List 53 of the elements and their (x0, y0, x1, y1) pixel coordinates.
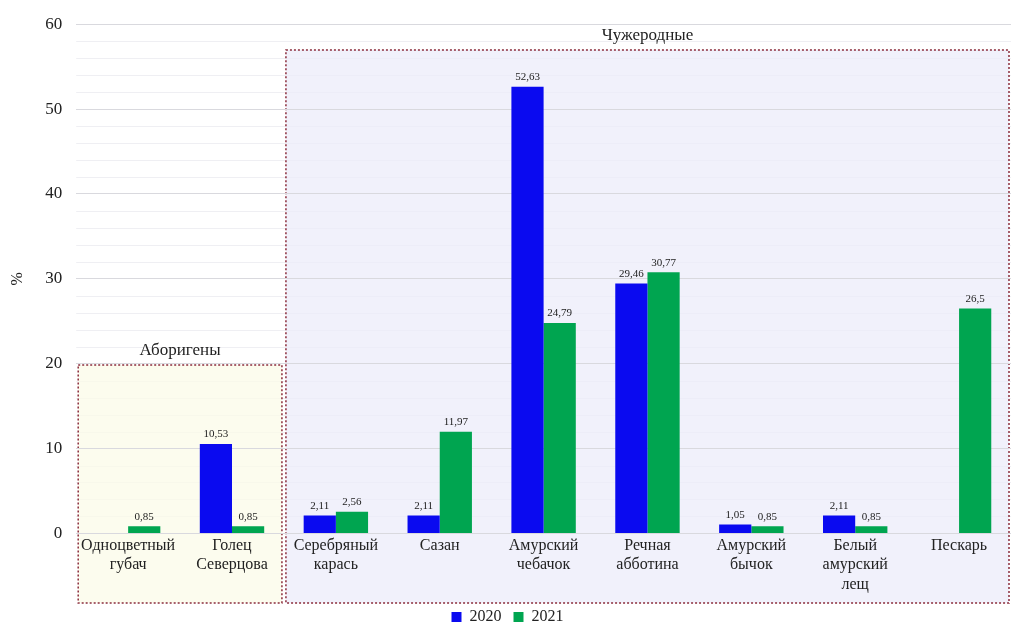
band-label: Чужеродные (601, 24, 694, 44)
bar (647, 272, 680, 533)
bar (232, 526, 265, 533)
y-tick-label: 60 (45, 13, 63, 33)
y-tick-label: 0 (53, 522, 63, 542)
data-label: 0,85 (757, 509, 778, 522)
band-label: Аборигены (139, 339, 222, 359)
data-label: 24,79 (547, 306, 573, 319)
data-label: 2,56 (342, 495, 363, 508)
y-tick-label: 40 (45, 183, 63, 203)
y-tick-label: 20 (45, 353, 63, 373)
data-label: 2,11 (414, 498, 434, 511)
x-tick-label: Речная абботина (616, 536, 679, 573)
data-label: 29,46 (618, 266, 645, 279)
data-label: 30,77 (651, 255, 677, 268)
y-axis-title: % (7, 272, 25, 286)
x-tick-label: Пескарь (931, 536, 988, 555)
bar (615, 283, 648, 533)
bar (439, 431, 472, 533)
x-tick-label: Белый амурский лещ (822, 536, 889, 593)
bar (855, 526, 888, 533)
y-tick-label: 30 (45, 268, 63, 288)
bar (719, 524, 752, 533)
bar (303, 515, 336, 533)
data-label: 52,63 (515, 70, 541, 83)
bar (823, 515, 856, 533)
data-label: 0,85 (861, 509, 882, 522)
x-tick-label: Одноцветный губач (81, 536, 176, 574)
data-label: 2,11 (310, 498, 330, 511)
bar (959, 308, 992, 533)
x-tick-label: Амурский чебачок (508, 536, 579, 573)
data-label: 26,5 (965, 291, 986, 304)
data-label: 0,85 (238, 509, 259, 522)
data-label: 2,11 (829, 498, 849, 511)
x-tick-label: Серебряный карась (293, 536, 379, 574)
bar (407, 515, 440, 533)
bar (335, 511, 369, 533)
data-label: 0,85 (134, 509, 155, 522)
y-tick-label: 10 (45, 438, 63, 457)
x-tick-label: Сазан (419, 536, 461, 554)
x-tick-label: Голец Северцова (196, 536, 268, 574)
bar (751, 526, 784, 533)
y-tick-label: 50 (45, 98, 63, 118)
data-label: 10,53 (203, 427, 229, 440)
data-label: 11,97 (443, 415, 469, 428)
bar (128, 526, 161, 533)
x-tick-label: Амурский бычок (716, 536, 787, 573)
bar (511, 86, 544, 533)
legend-label: 2021 (531, 607, 564, 625)
bar (199, 444, 232, 533)
legend-label: 2020 (469, 607, 502, 625)
bar (543, 323, 576, 533)
data-label: 1,05 (725, 507, 746, 520)
